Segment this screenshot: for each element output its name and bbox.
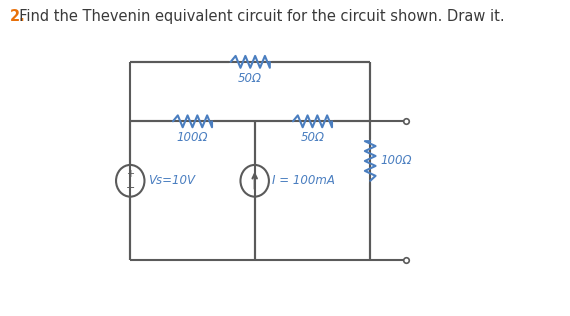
Text: Find the Thevenin equivalent circuit for the circuit shown. Draw it.: Find the Thevenin equivalent circuit for… [10, 9, 505, 24]
Text: Vs=10V: Vs=10V [148, 174, 195, 187]
Text: +: + [127, 169, 135, 179]
Text: 100Ω: 100Ω [381, 155, 412, 167]
Text: I = 100mA: I = 100mA [272, 174, 335, 187]
Text: −: − [125, 183, 135, 193]
Text: 50Ω: 50Ω [300, 131, 324, 144]
Text: 50Ω: 50Ω [238, 72, 262, 85]
Text: 2.: 2. [10, 9, 26, 24]
Text: 100Ω: 100Ω [177, 131, 208, 144]
